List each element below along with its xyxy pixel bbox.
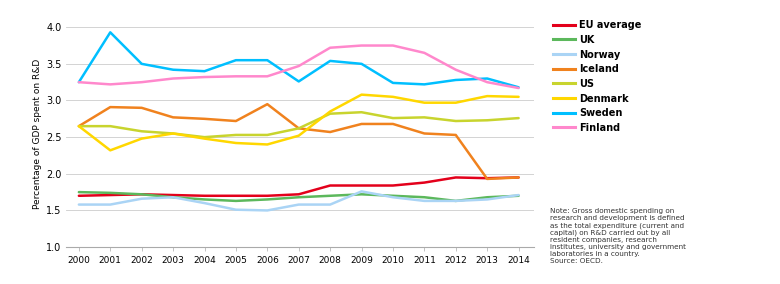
Legend: EU average, UK, Norway, Iceland, US, Denmark, Sweden, Finland: EU average, UK, Norway, Iceland, US, Den… (553, 20, 642, 133)
Text: Note: Gross domestic spending on
research and development is defined
as the tota: Note: Gross domestic spending on researc… (550, 208, 686, 264)
Y-axis label: Percentage of GDP spent on R&D: Percentage of GDP spent on R&D (33, 58, 42, 209)
